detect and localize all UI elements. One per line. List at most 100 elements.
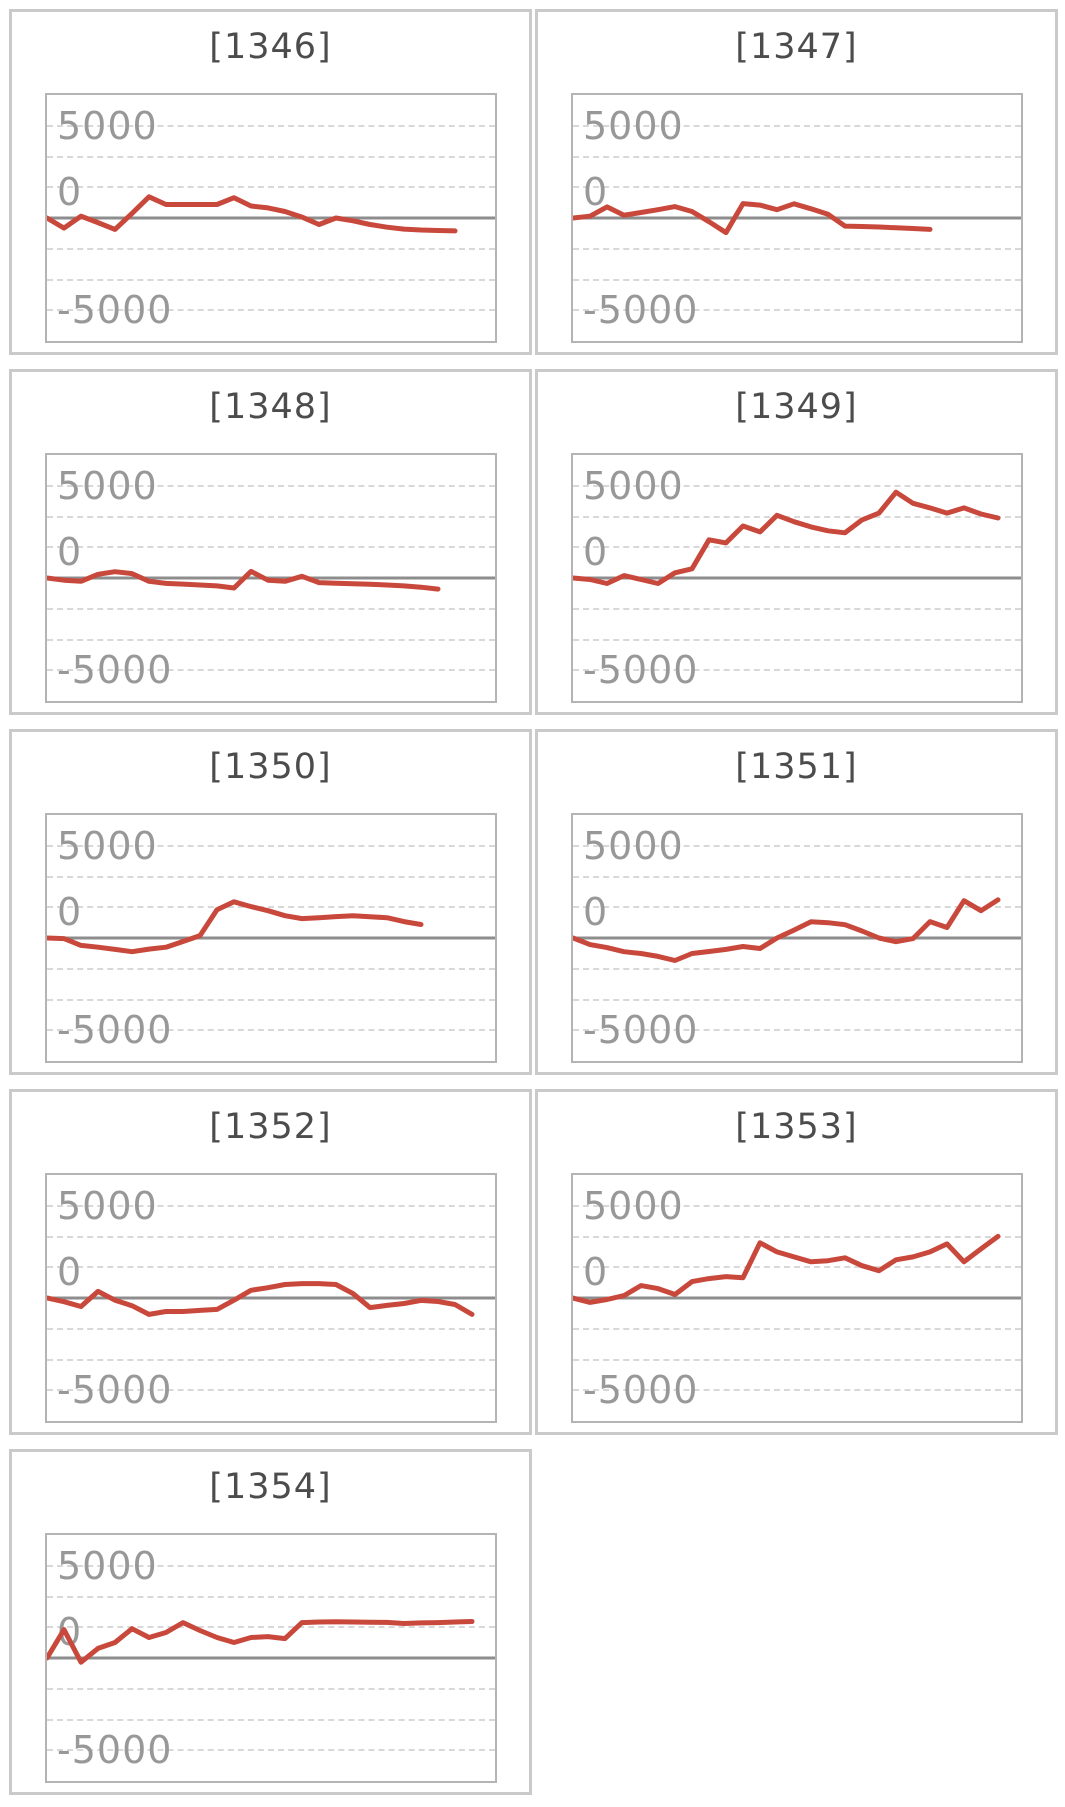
gridline xyxy=(47,124,495,127)
chart-card: [1348] 5000 0 -5000 xyxy=(9,369,532,715)
gridline xyxy=(47,1595,495,1598)
gridline xyxy=(47,1564,495,1567)
plot-area: 5000 0 -5000 xyxy=(45,1173,497,1423)
series-line xyxy=(573,897,1001,963)
gridline xyxy=(573,1389,1021,1392)
gridline xyxy=(573,1029,1021,1032)
chart-card: [1353] 5000 0 -5000 xyxy=(535,1089,1058,1435)
chart-title: [1349] xyxy=(735,387,858,427)
series-line xyxy=(47,1281,475,1317)
gridline xyxy=(47,484,495,487)
y-axis-label-neg5000: -5000 xyxy=(57,1728,173,1773)
gridline xyxy=(573,546,1021,549)
gridline xyxy=(47,1358,495,1361)
gridline xyxy=(47,1327,495,1330)
y-axis-label-0: 0 xyxy=(583,530,609,575)
gridline xyxy=(47,607,495,610)
chart-card: [1350] 5000 0 -5000 xyxy=(9,729,532,1075)
y-axis-label-0: 0 xyxy=(57,890,83,935)
zero-baseline xyxy=(573,576,1021,580)
gridline xyxy=(47,155,495,158)
plot-gridlines xyxy=(573,1175,1021,1421)
zero-baseline xyxy=(47,936,495,940)
chart-title: [1350] xyxy=(209,747,332,787)
y-axis-label-5000: 5000 xyxy=(583,103,684,148)
gridline xyxy=(47,906,495,909)
series-line xyxy=(573,1233,1001,1305)
series-line xyxy=(47,194,458,234)
y-axis-label-neg5000: -5000 xyxy=(57,648,173,693)
y-axis-label-neg5000: -5000 xyxy=(583,1008,699,1053)
gridline xyxy=(47,1204,495,1207)
series-line xyxy=(47,899,424,955)
gridline xyxy=(573,669,1021,672)
y-axis-label-neg5000: -5000 xyxy=(583,288,699,333)
gridline xyxy=(573,278,1021,281)
y-axis-label-neg5000: -5000 xyxy=(57,288,173,333)
gridline xyxy=(47,1266,495,1269)
gridline xyxy=(47,309,495,312)
chart-card: [1354] 5000 0 -5000 xyxy=(9,1449,532,1795)
gridline xyxy=(47,1235,495,1238)
y-axis-label-0: 0 xyxy=(57,530,83,575)
gridline xyxy=(47,875,495,878)
gridline xyxy=(573,484,1021,487)
gridline xyxy=(573,155,1021,158)
y-axis-label-0: 0 xyxy=(583,890,609,935)
gridline xyxy=(573,1358,1021,1361)
gridline xyxy=(47,998,495,1001)
gridline xyxy=(47,1029,495,1032)
gridline xyxy=(47,638,495,641)
chart-title: [1351] xyxy=(735,747,858,787)
plot-gridlines xyxy=(573,815,1021,1061)
y-axis-label-neg5000: -5000 xyxy=(57,1368,173,1413)
plot-area: 5000 0 -5000 xyxy=(45,1533,497,1783)
chart-title: [1348] xyxy=(209,387,332,427)
y-axis-label-5000: 5000 xyxy=(57,1183,158,1228)
chart-card: [1347] 5000 0 -5000 xyxy=(535,9,1058,355)
plot-area: 5000 0 -5000 xyxy=(45,93,497,343)
gridline xyxy=(573,515,1021,518)
chart-card: [1346] 5000 0 -5000 xyxy=(9,9,532,355)
chart-title: [1346] xyxy=(209,27,332,67)
series-line xyxy=(573,201,933,236)
series-line xyxy=(47,568,441,592)
gridline xyxy=(573,875,1021,878)
gridline xyxy=(47,247,495,250)
gridline xyxy=(573,998,1021,1001)
gridline xyxy=(47,1718,495,1721)
gridline xyxy=(573,1327,1021,1330)
plot-area: 5000 0 -5000 xyxy=(45,453,497,703)
gridline xyxy=(47,844,495,847)
gridline xyxy=(47,669,495,672)
y-axis-label-0: 0 xyxy=(583,1250,609,1295)
gridline xyxy=(47,515,495,518)
plot-gridlines xyxy=(47,1535,495,1781)
chart-title: [1354] xyxy=(209,1467,332,1507)
y-axis-label-0: 0 xyxy=(57,170,83,215)
chart-card: [1351] 5000 0 -5000 xyxy=(535,729,1058,1075)
y-axis-label-5000: 5000 xyxy=(583,1183,684,1228)
plot-area: 5000 0 -5000 xyxy=(571,453,1023,703)
plot-gridlines xyxy=(47,815,495,1061)
series-line xyxy=(573,489,1001,586)
gridline xyxy=(573,638,1021,641)
y-axis-label-5000: 5000 xyxy=(57,463,158,508)
y-axis-label-neg5000: -5000 xyxy=(57,1008,173,1053)
gridline xyxy=(573,844,1021,847)
gridline xyxy=(47,186,495,189)
gridline xyxy=(47,546,495,549)
gridline xyxy=(573,247,1021,250)
gridline xyxy=(573,607,1021,610)
gridline xyxy=(47,1389,495,1392)
y-axis-label-5000: 5000 xyxy=(57,103,158,148)
plot-gridlines xyxy=(573,95,1021,341)
chart-title: [1352] xyxy=(209,1107,332,1147)
gridline xyxy=(573,1266,1021,1269)
gridline xyxy=(573,124,1021,127)
plot-area: 5000 0 -5000 xyxy=(45,813,497,1063)
gridline xyxy=(47,278,495,281)
zero-baseline xyxy=(573,1296,1021,1300)
plot-gridlines xyxy=(573,455,1021,701)
zero-baseline xyxy=(573,936,1021,940)
